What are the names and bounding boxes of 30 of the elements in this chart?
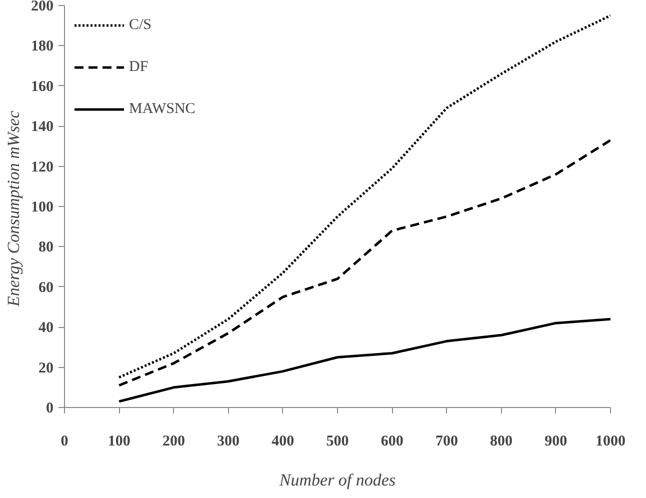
legend-label: MAWSNC: [129, 100, 196, 118]
line-series: [118, 14, 610, 379]
x-tick-label: 400: [272, 434, 294, 450]
y-tick-label: 200: [31, 0, 54, 14]
y-tick-label: 80: [38, 240, 54, 256]
x-tick-label: 600: [380, 434, 404, 450]
y-tick-label: 120: [31, 159, 54, 176]
y-tick-label: 60: [38, 280, 54, 296]
line-series: [118, 318, 610, 403]
y-axis-title: Energy Consumption mWsec: [4, 110, 23, 308]
legend-label: C/S: [129, 16, 152, 34]
line-series: [118, 138, 610, 387]
y-tick-label: 100: [31, 200, 54, 216]
x-tick-label: 100: [108, 434, 130, 450]
legend-label: DF: [129, 58, 149, 76]
x-tick-label: 900: [544, 434, 568, 450]
x-tick-label: 200: [162, 434, 185, 450]
y-tick-label: 40: [38, 320, 54, 336]
y-tick-label: 180: [31, 38, 54, 55]
x-tick-label: 0: [60, 434, 68, 450]
x-tick-label: 700: [435, 434, 458, 450]
y-tick-label: 160: [31, 78, 54, 95]
y-tick-label: 20: [38, 360, 54, 376]
y-tick-label: 0: [46, 400, 54, 416]
x-tick-label: 300: [217, 434, 240, 450]
x-tick-label: 1000: [596, 434, 626, 450]
x-axis-title: Number of nodes: [278, 470, 396, 490]
x-tick-label: 800: [490, 434, 513, 450]
x-tick-label: 500: [326, 434, 349, 450]
y-tick-label: 140: [31, 119, 54, 136]
